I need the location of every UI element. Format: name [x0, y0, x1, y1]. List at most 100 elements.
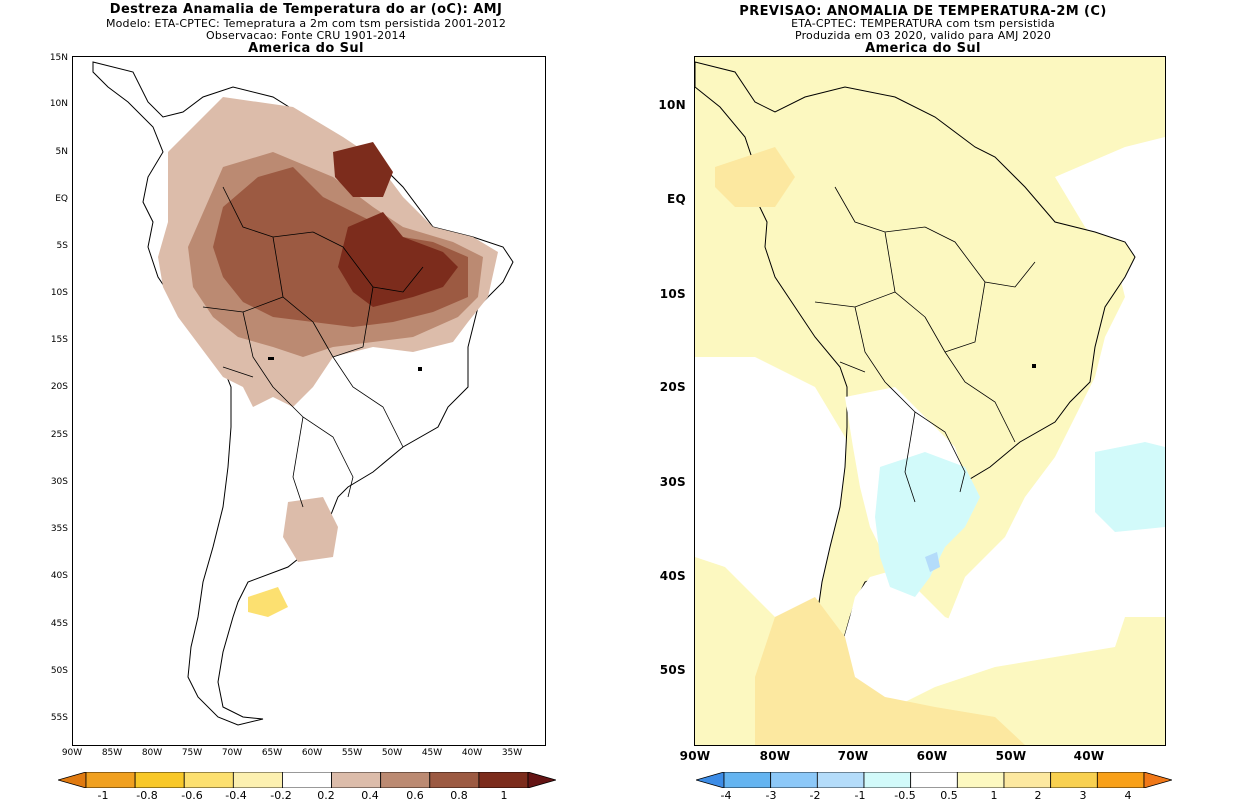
- left-panel: Destreza Anamalia de Temperatura do ar (…: [49, 2, 558, 802]
- right-lat-label: 20S: [659, 380, 686, 394]
- left-colorbar-swatch: [282, 771, 332, 789]
- right-map-canvas: [695, 57, 1165, 745]
- right-colorbar-swatch-max: [1143, 771, 1174, 789]
- left-colorbar: [56, 771, 558, 789]
- left-lon-label: 35W: [501, 748, 523, 758]
- left-map-subtitle-observation: Observacao: Fonte CRU 1901-2014: [206, 29, 406, 42]
- left-colorbar-swatch: [134, 771, 185, 789]
- right-lat-label: 30S: [659, 475, 686, 489]
- right-map-title: PREVISAO: ANOMALIA DE TEMPERATURA-2M (C): [739, 4, 1107, 19]
- left-colorbar-label: -0.2: [270, 789, 292, 802]
- right-colorbar-swatch: [956, 771, 1005, 789]
- right-colorbar-label: -0.5: [894, 789, 916, 802]
- left-colorbar-label: 0.4: [361, 789, 379, 802]
- right-colorbar-swatches: [694, 771, 1174, 789]
- left-lat-label: EQ: [55, 194, 68, 204]
- right-colorbar: [694, 771, 1174, 789]
- right-map-subtitle-model: ETA-CPTEC: TEMPERATURA com tsm persistid…: [791, 17, 1055, 30]
- right-colorbar-label: -4: [720, 789, 732, 802]
- left-lat-label: 20S: [50, 382, 68, 392]
- right-cool-anomaly-core: [925, 552, 940, 572]
- left-map-title: Destreza Anamalia de Temperatura do ar (…: [109, 2, 503, 17]
- right-lat-label: 40S: [659, 569, 686, 583]
- right-lat-label: EQ: [667, 192, 686, 206]
- left-map-frame: [72, 56, 546, 746]
- right-country-borders: [814, 186, 1036, 503]
- left-lat-label: 10N: [49, 99, 68, 109]
- left-colorbar-swatch: [478, 771, 529, 789]
- right-ocean-neutral-east: [945, 137, 1165, 667]
- left-lon-label: 65W: [261, 748, 283, 758]
- right-colorbar-label: 3: [1079, 789, 1087, 802]
- left-lon-label: 45W: [421, 748, 443, 758]
- right-colorbar-label: -1: [854, 789, 866, 802]
- right-lon-label: 50W: [995, 749, 1027, 763]
- right-ocean-neutral-west: [695, 357, 865, 617]
- right-lon-label: 90W: [679, 749, 711, 763]
- right-colorbar-label: 2: [1034, 789, 1042, 802]
- right-map-subtitle-validity: Produzida em 03 2020, valido para AMJ 20…: [794, 29, 1052, 42]
- left-lat-label: 35S: [50, 524, 68, 534]
- left-lat-label: 50S: [50, 666, 68, 676]
- right-lon-label: 70W: [837, 749, 869, 763]
- right-colorbar-swatch: [863, 771, 912, 789]
- left-colorbar-label: -0.6: [181, 789, 203, 802]
- right-colorbar-swatch-min: [694, 771, 725, 789]
- right-colorbar-swatch: [770, 771, 818, 789]
- left-map-region-label: America do Sul: [248, 41, 364, 56]
- right-colorbar-label: 1: [990, 789, 998, 802]
- right-lon-label: 60W: [916, 749, 948, 763]
- left-colorbar-swatch: [183, 771, 234, 789]
- left-colorbar-swatch: [429, 771, 480, 789]
- left-lat-label: 5N: [55, 147, 68, 157]
- right-colorbar-label: 4: [1124, 789, 1132, 802]
- left-colorbar-label: 1: [500, 789, 508, 802]
- right-lon-label: 40W: [1073, 749, 1105, 763]
- right-map-frame: [694, 56, 1166, 746]
- right-colorbar-swatch: [1003, 771, 1052, 789]
- left-lon-label: 60W: [301, 748, 323, 758]
- right-panel: PREVISAO: ANOMALIA DE TEMPERATURA-2M (C)…: [620, 0, 1240, 802]
- left-lat-label: 15N: [49, 53, 68, 63]
- left-skill-south-patch: [283, 497, 338, 562]
- left-lon-label: 55W: [341, 748, 363, 758]
- left-country-borders: [202, 186, 424, 508]
- left-skill-darkest-brown-north: [333, 142, 393, 197]
- right-colorbar-label: -2: [809, 789, 821, 802]
- left-map-canvas: [92, 61, 514, 726]
- right-cool-anomaly: [875, 452, 980, 597]
- left-lat-label: 5S: [56, 241, 68, 251]
- right-lat-label: 10N: [658, 98, 686, 112]
- left-lake-titicaca: [268, 357, 274, 360]
- right-map-region-label: America do Sul: [865, 41, 981, 56]
- left-colorbar-label: -0.4: [225, 789, 247, 802]
- left-colorbar-label: 0.8: [450, 789, 468, 802]
- left-colorbar-swatch: [380, 771, 431, 789]
- left-lat-label: 25S: [50, 430, 68, 440]
- right-island-marker: [1032, 364, 1036, 368]
- left-colorbar-label: 0.6: [406, 789, 424, 802]
- left-colorbar-swatch: [331, 771, 382, 789]
- right-cool-anomaly-ocean: [1095, 442, 1165, 532]
- left-colorbar-label: 0.2: [317, 789, 335, 802]
- left-colorbar-swatch: [85, 771, 136, 789]
- left-colorbar-swatch-max: [527, 771, 558, 789]
- left-lon-label: 50W: [381, 748, 403, 758]
- left-colorbar-label: -1: [97, 789, 109, 802]
- right-colorbar-label: -3: [765, 789, 777, 802]
- left-lon-label: 85W: [101, 748, 123, 758]
- left-lat-label: 10S: [50, 288, 68, 298]
- right-colorbar-swatch: [1050, 771, 1098, 789]
- left-lat-label: 40S: [50, 571, 68, 581]
- left-lat-label: 55S: [50, 713, 68, 723]
- left-skill-yellow-patch: [248, 587, 288, 617]
- left-lon-label: 80W: [141, 748, 163, 758]
- left-colorbar-swatch: [232, 771, 283, 789]
- right-colorbar-swatch: [910, 771, 958, 789]
- left-lon-label: 40W: [461, 748, 483, 758]
- right-lon-label: 80W: [759, 749, 791, 763]
- left-lat-label: 30S: [50, 477, 68, 487]
- right-lat-label: 10S: [659, 287, 686, 301]
- right-colorbar-label: 0.5: [940, 789, 958, 802]
- left-map-subtitle-model: Modelo: ETA-CPTEC: Temepratura a 2m com …: [105, 17, 507, 30]
